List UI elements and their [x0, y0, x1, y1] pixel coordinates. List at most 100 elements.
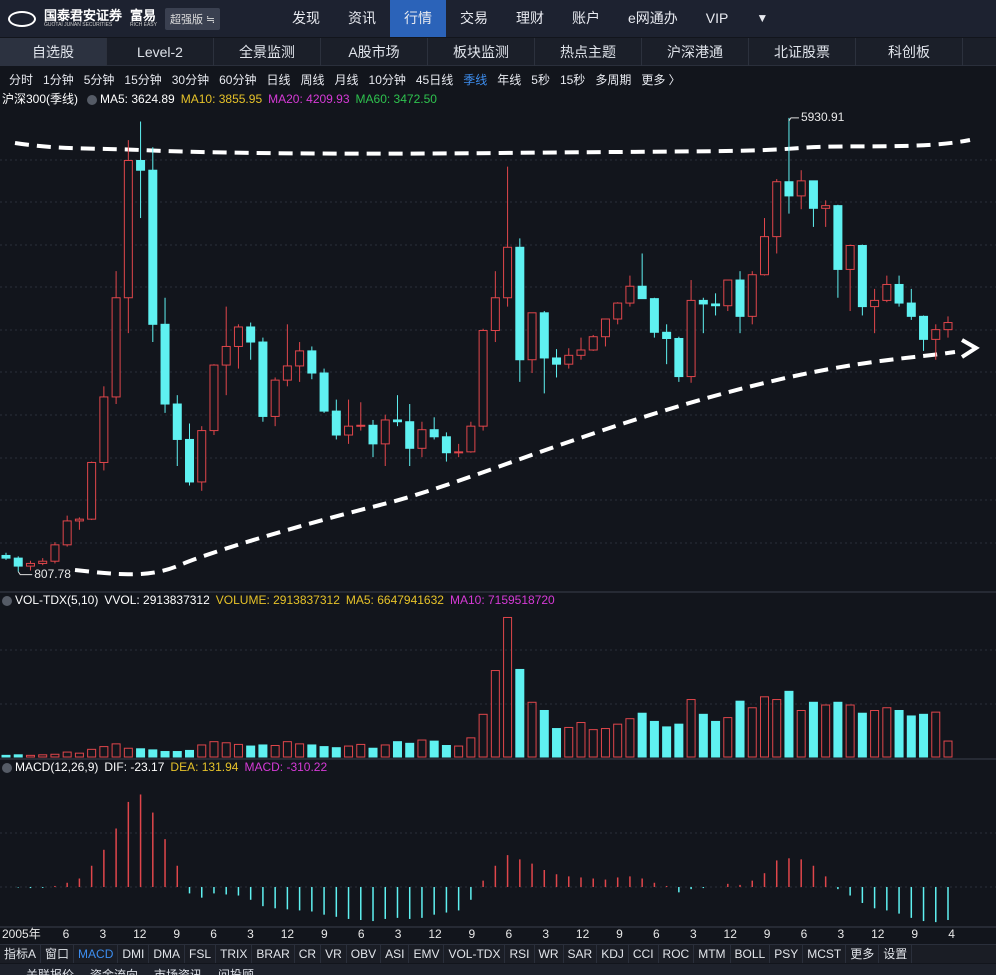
indicator-tab[interactable]: ROC	[659, 945, 695, 963]
indicator-tab[interactable]: VOL-TDX	[444, 945, 506, 963]
volume-bar	[25, 754, 35, 758]
indicator-tab[interactable]: MTM	[694, 945, 731, 963]
nav-item[interactable]: 账户	[572, 10, 600, 26]
period-button[interactable]: 周线	[300, 72, 325, 87]
volume-bar	[552, 728, 562, 758]
indicator-tab[interactable]: MACD	[74, 945, 119, 963]
period-button[interactable]: 5秒	[531, 72, 550, 87]
indicator-tab[interactable]: 设置	[879, 945, 913, 963]
candle-body	[148, 169, 158, 325]
nav-item[interactable]: 发现	[292, 10, 320, 26]
candle-body	[209, 364, 219, 432]
volume-bar	[613, 723, 623, 758]
period-button[interactable]: 日线	[266, 72, 291, 87]
candle-body	[600, 318, 610, 338]
tab[interactable]: 北证股票	[749, 37, 856, 66]
period-button[interactable]: 10分钟	[368, 72, 406, 87]
indicator-tab[interactable]: ASI	[381, 945, 410, 963]
nav-item[interactable]: e网通办	[628, 10, 678, 26]
period-button[interactable]: 分时	[9, 72, 34, 87]
time-axis-label: 3	[690, 927, 697, 941]
min-pointer	[17, 571, 33, 576]
time-axis-label: 9	[911, 927, 918, 941]
indicator-tab[interactable]: MCST	[803, 945, 847, 963]
period-button[interactable]: 更多 〉	[641, 72, 681, 87]
period-button[interactable]: 季线	[463, 72, 488, 87]
collapse-icon	[87, 95, 97, 105]
period-button[interactable]: 15秒	[559, 72, 586, 87]
indicator-tab[interactable]: PSY	[770, 945, 804, 963]
indicator-value: VOLUME: 2913837312	[216, 593, 340, 607]
indicator-tab[interactable]: KDJ	[597, 945, 629, 963]
tab[interactable]: 全景监测	[214, 37, 321, 66]
bottom-tab[interactable]: 资金流向	[90, 968, 139, 975]
bottom-tab[interactable]: 关联报价	[26, 968, 75, 975]
indicator-tab[interactable]: DMI	[118, 945, 150, 963]
nav-item[interactable]: 行情	[390, 0, 446, 37]
indicator-tab[interactable]: RSI	[505, 945, 535, 963]
volume-bar	[209, 741, 219, 758]
volume-bar	[503, 616, 513, 758]
tab[interactable]: 自选股	[0, 37, 107, 66]
time-axis-label: 3	[100, 927, 107, 941]
tab[interactable]: Level-2	[107, 37, 214, 66]
period-button[interactable]: 5分钟	[83, 72, 115, 87]
volume-bar	[258, 744, 268, 758]
indicator-tab[interactable]: EMV	[409, 945, 445, 963]
nav-more[interactable]: ▼	[756, 11, 769, 25]
volume-bar	[870, 709, 880, 758]
bottom-tab[interactable]: 问投顾	[218, 968, 255, 975]
tab[interactable]: A股市场	[321, 37, 428, 66]
indicator-tab[interactable]: WR	[535, 945, 564, 963]
tab[interactable]: 板块监测	[428, 37, 535, 66]
indicator-tab[interactable]: BOLL	[731, 945, 771, 963]
volume-bar	[307, 744, 317, 758]
tab[interactable]: 热点主题	[535, 37, 642, 66]
period-button[interactable]: 年线	[497, 72, 522, 87]
drawn-resistance-line	[14, 138, 971, 156]
indicator-tab[interactable]: BRAR	[252, 945, 295, 963]
time-axis-label: 9	[173, 927, 180, 941]
logo: 国泰君安证券 GUOTAI JUNAN SECURITIES 富易 RICH EAS…	[0, 7, 278, 30]
nav-item[interactable]: 交易	[460, 10, 488, 26]
brand: 富易 RICH EASY	[130, 9, 157, 29]
indicator-tab[interactable]: 指标A	[0, 945, 42, 963]
volume-bar	[295, 743, 305, 758]
time-axis-label: 6	[210, 927, 217, 941]
tab[interactable]: 科创板	[856, 37, 963, 66]
period-button[interactable]: 多周期	[595, 72, 632, 87]
candle-body	[490, 297, 500, 332]
period-button[interactable]: 60分钟	[219, 72, 257, 87]
edition-switch[interactable]: 超强版 ≒	[164, 7, 221, 30]
tab[interactable]: 沪深港通	[642, 37, 749, 66]
indicator-tab[interactable]: OBV	[347, 945, 382, 963]
period-button[interactable]: 月线	[334, 72, 359, 87]
indicator-tab[interactable]: 窗口	[41, 945, 75, 963]
volume-bar	[882, 707, 892, 758]
indicator-tab[interactable]: VR	[321, 945, 347, 963]
nav-item[interactable]: 理财	[516, 10, 544, 26]
plots: 沪深300(季线) MA5: 3624.89 MA10: 3855.95 MA20: …	[1, 92, 955, 941]
volume-bar	[380, 744, 390, 758]
candle-body	[136, 159, 146, 171]
candle-body	[123, 159, 133, 299]
indicator-tab[interactable]: 更多	[846, 945, 880, 963]
indicator-value: MA10: 7159518720	[450, 593, 555, 607]
indicator-tab[interactable]: FSL	[185, 945, 217, 963]
candle-body	[380, 419, 390, 445]
period-button[interactable]: 15分钟	[124, 72, 162, 87]
period-button[interactable]: 1分钟	[43, 72, 74, 87]
candle-body	[894, 283, 904, 304]
candle-body	[564, 354, 574, 365]
indicator-tab[interactable]: TRIX	[216, 945, 253, 963]
period-button[interactable]: 45日线	[415, 72, 454, 87]
nav-item[interactable]: 资讯	[348, 10, 376, 26]
max-label: 5930.91	[801, 110, 845, 124]
period-button[interactable]: 30分钟	[171, 72, 210, 87]
indicator-tab[interactable]: DMA	[149, 945, 186, 963]
indicator-tab[interactable]: CR	[295, 945, 322, 963]
nav-item[interactable]: VIP	[705, 10, 729, 26]
bottom-tab[interactable]: 市场资讯	[154, 968, 203, 975]
indicator-tab[interactable]: SAR	[564, 945, 598, 963]
indicator-tab[interactable]: CCI	[629, 945, 659, 963]
